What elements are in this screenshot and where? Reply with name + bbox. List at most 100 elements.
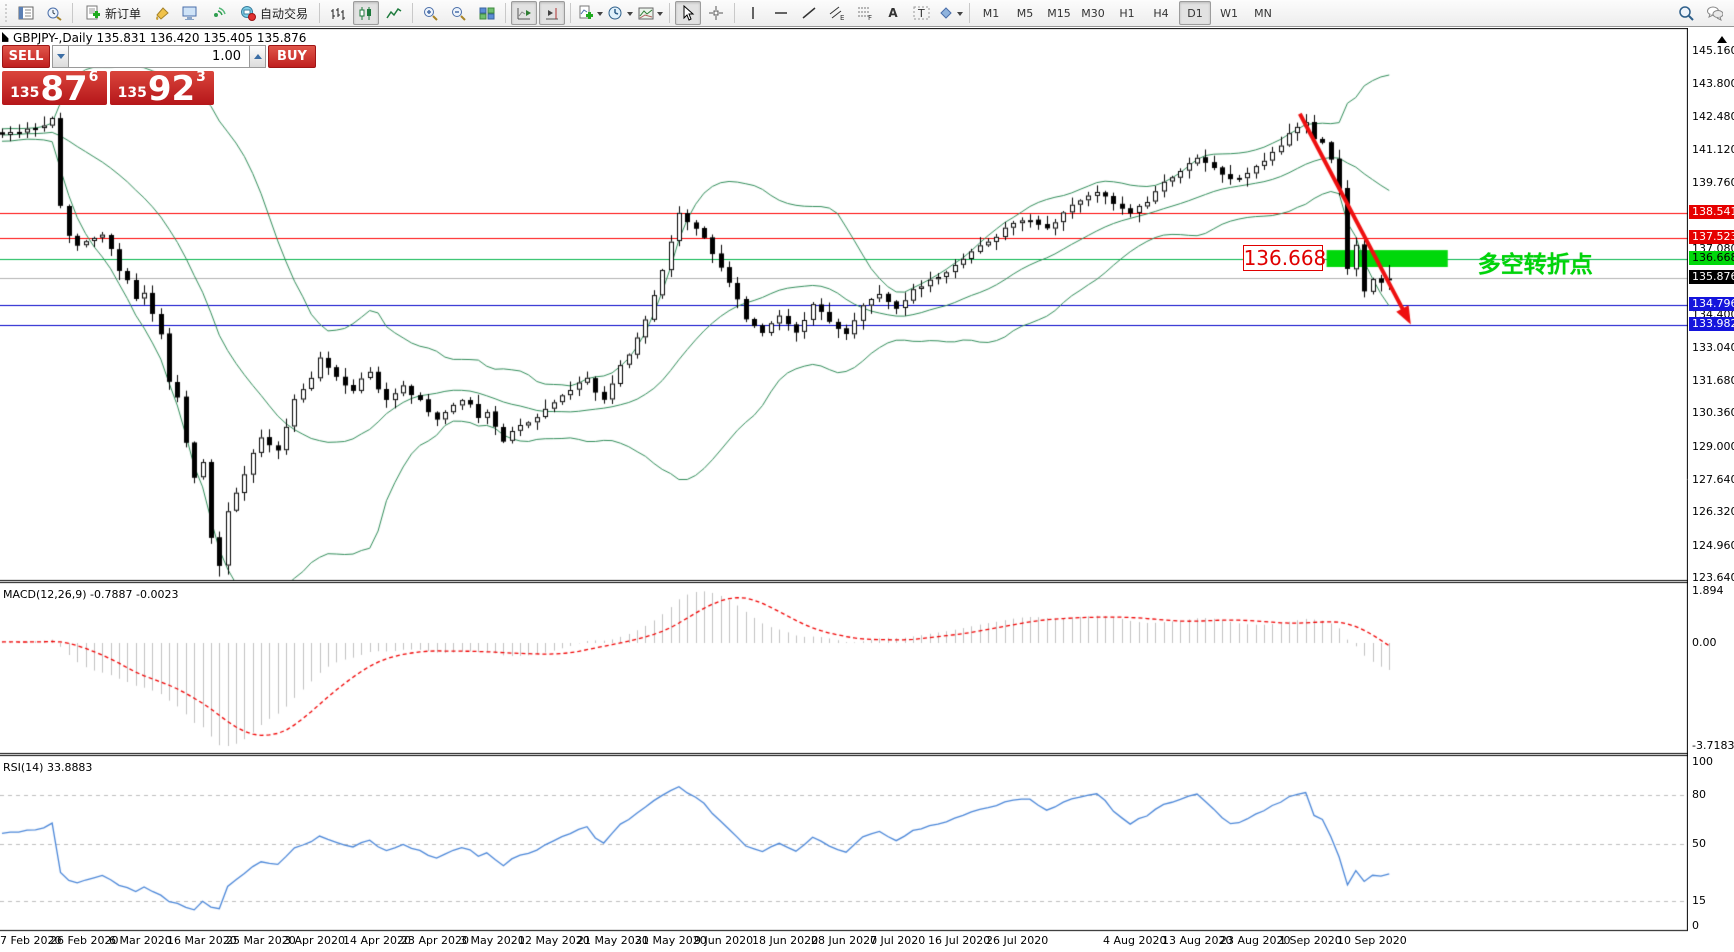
- timeframe-toolbar: M1 M5 M15 M30 H1 H4 D1 W1 MN: [974, 1, 1280, 25]
- axis-scroll-arrow-icon[interactable]: [1717, 31, 1727, 43]
- timeframe-h4-button[interactable]: H4: [1153, 6, 1169, 20]
- styles-bucket-button[interactable]: [149, 1, 175, 25]
- date-tick-label: 6 Mar 2020: [109, 934, 172, 947]
- chat-button[interactable]: [1701, 1, 1727, 25]
- date-tick-label: 7 Feb 2020: [0, 934, 62, 947]
- zoom-in-button[interactable]: [418, 1, 444, 25]
- templates-button[interactable]: [636, 1, 664, 25]
- channel-letter: E: [840, 14, 844, 21]
- text-label-tool-button[interactable]: T: [908, 1, 934, 25]
- macd-indicator-label: MACD(12,26,9) -0.7887 -0.0023: [3, 588, 179, 601]
- price-tick: 131.680: [1692, 374, 1734, 388]
- tile-windows-button[interactable]: [474, 1, 500, 25]
- zoom-out-button[interactable]: [446, 1, 472, 25]
- line-chart-icon: [386, 5, 403, 22]
- timeframe-m1-button[interactable]: M1: [982, 6, 1000, 20]
- bar-chart-button[interactable]: [325, 1, 351, 25]
- toolbar-drag-handle[interactable]: [5, 4, 10, 22]
- toolbar-separator: [669, 3, 671, 23]
- price-tick: 145.160: [1692, 44, 1734, 57]
- crosshair-tool-button[interactable]: [703, 1, 729, 25]
- candlestick-chart-button[interactable]: [353, 1, 380, 25]
- autotrading-button[interactable]: 自动交易: [233, 1, 314, 25]
- vertical-line-tool-button[interactable]: [740, 1, 766, 25]
- auto-scroll-button[interactable]: [511, 1, 538, 25]
- terminal-window-button[interactable]: [13, 1, 39, 25]
- main-toolbar: 新订单 自动交易 E F A T: [0, 0, 1734, 27]
- date-tick-label: 16 Jul 2020: [928, 934, 991, 947]
- sell-price-prefix: 135: [10, 85, 40, 101]
- indicators-button[interactable]: [576, 1, 604, 25]
- timeframe-h1-button[interactable]: H1: [1119, 6, 1135, 20]
- cursor-tool-button[interactable]: [675, 1, 702, 25]
- autotrading-label: 自动交易: [260, 6, 309, 21]
- chevron-down-icon: [56, 54, 65, 63]
- chart-shift-icon: [544, 5, 561, 22]
- price-tick: 123.640: [1692, 571, 1734, 585]
- crosshair-icon: [708, 5, 725, 22]
- date-tick-label: 21 May 2020: [577, 934, 649, 947]
- symbol-marker-icon: [2, 32, 9, 42]
- auto-scroll-icon: [516, 5, 533, 22]
- timeframe-d1-button[interactable]: D1: [1179, 1, 1212, 25]
- tile-windows-icon: [479, 5, 496, 22]
- date-tick-label: 9 Jun 2020: [694, 934, 754, 947]
- toolbar-separator: [969, 3, 971, 23]
- timeframe-m30-button[interactable]: M30: [1081, 6, 1105, 20]
- buy-price-prefix: 135: [117, 85, 147, 101]
- line-chart-button[interactable]: [381, 1, 407, 25]
- volume-increase-button[interactable]: [249, 45, 266, 68]
- metaeditor-button[interactable]: [177, 1, 203, 25]
- sell-price-big: 87: [40, 69, 88, 109]
- timeframe-w1-button[interactable]: W1: [1220, 6, 1238, 20]
- autotrading-icon: [239, 5, 256, 22]
- timeframe-mn-button[interactable]: MN: [1254, 6, 1272, 20]
- label-letter: T: [917, 7, 925, 20]
- date-tick-label: 23 Aug 2020: [1220, 934, 1291, 947]
- sell-price-sup: 6: [88, 69, 99, 85]
- signal-icon: [210, 5, 227, 22]
- buy-button[interactable]: BUY: [268, 45, 316, 68]
- annotation-text[interactable]: 多空转折点: [1477, 251, 1593, 278]
- price-chart-canvas[interactable]: [0, 28, 1688, 952]
- price-callout-label[interactable]: 136.668: [1242, 244, 1327, 271]
- chart-shift-button[interactable]: [539, 1, 566, 25]
- toolbar-right-icons: [1672, 1, 1728, 25]
- price-badge: 138.541: [1689, 205, 1734, 220]
- signals-button[interactable]: [205, 1, 231, 25]
- fibonacci-tool-button[interactable]: F: [852, 1, 878, 25]
- strategy-tester-button[interactable]: [41, 1, 67, 25]
- cursor-icon: [680, 5, 697, 22]
- shapes-tool-button[interactable]: [936, 1, 964, 25]
- new-order-button[interactable]: 新订单: [78, 1, 147, 25]
- fibonacci-icon: F: [857, 5, 874, 22]
- search-button[interactable]: [1673, 1, 1699, 25]
- date-tick-label: 12 May 2020: [518, 934, 590, 947]
- sell-price-display[interactable]: 135 87 6: [2, 69, 107, 109]
- price-tick: 133.040: [1692, 340, 1734, 354]
- template-icon: [637, 5, 654, 22]
- new-order-icon: [84, 5, 101, 22]
- trendline-tool-button[interactable]: [796, 1, 822, 25]
- periods-button[interactable]: [606, 1, 634, 25]
- text-tool-button[interactable]: A: [880, 1, 906, 25]
- new-order-label: 新订单: [105, 6, 142, 21]
- volume-stepper: [52, 45, 266, 68]
- date-tick-label: 28 Jun 2020: [811, 934, 878, 947]
- timeframe-m15-button[interactable]: M15: [1047, 6, 1071, 20]
- shapes-icon: [937, 5, 954, 22]
- sell-button[interactable]: SELL: [2, 45, 50, 68]
- price-badge: 136.668: [1689, 250, 1734, 265]
- channel-tool-button[interactable]: E: [824, 1, 850, 25]
- trendline-icon: [801, 5, 818, 22]
- equidistant-channel-icon: E: [829, 5, 846, 22]
- volume-decrease-button[interactable]: [52, 45, 69, 68]
- horizontal-line-tool-button[interactable]: [768, 1, 794, 25]
- one-click-trading-panel: SELL BUY 135 87 6 135 92 3: [2, 45, 316, 109]
- zoom-out-icon: [451, 5, 468, 22]
- timeframe-m5-button[interactable]: M5: [1016, 6, 1034, 20]
- rsi-tick: 15: [1692, 894, 1706, 908]
- volume-input[interactable]: [69, 45, 249, 68]
- buy-price-display[interactable]: 135 92 3: [109, 69, 214, 106]
- search-icon: [1678, 5, 1695, 22]
